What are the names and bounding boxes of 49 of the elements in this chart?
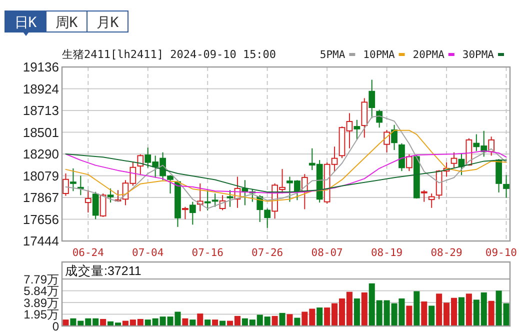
y-tick-label: 3.89万 [24, 296, 59, 310]
x-tick-label: 08-19 [370, 247, 403, 259]
y-tick-label: 18924 [22, 81, 59, 96]
y-tick-label: 18079 [22, 168, 59, 184]
x-tick-label: 07-16 [192, 247, 224, 259]
y-tick-label: 0 [52, 319, 60, 333]
bar [279, 312, 286, 326]
bar [421, 301, 428, 326]
bar [286, 314, 293, 326]
legend-label: 20PMA [412, 49, 446, 61]
y-tick-label: 17867 [22, 190, 59, 206]
x-tick-label: 07-26 [252, 247, 284, 259]
legend-label: 5PMA [320, 49, 346, 61]
bar [354, 298, 360, 326]
legend-label: 10PMA [363, 49, 396, 61]
candlestick [368, 79, 376, 119]
tab: 月K [86, 10, 128, 32]
text: 成交量:37211 [65, 263, 142, 278]
chart-title: 生猪2411[lh2411] 2024-09-10 15:00 [62, 48, 276, 61]
candlestick [503, 174, 510, 198]
bar [414, 291, 420, 326]
x-tick-label: 08-29 [430, 247, 462, 259]
candlestick [391, 124, 398, 150]
bar [197, 314, 204, 326]
candlestick [428, 192, 435, 208]
y-tick-label: 7.79万 [24, 272, 59, 286]
y-tick-label: 5.84万 [24, 284, 59, 298]
x-tick-label: 06-24 [72, 247, 104, 259]
bar [458, 297, 464, 326]
y-tick-label: 18501 [22, 124, 59, 140]
x-tick-label: 08-07 [311, 247, 343, 259]
y-tick-label: 18290 [22, 146, 59, 162]
tab: 周K [46, 10, 88, 32]
x-tick-label: 07-04 [132, 247, 164, 259]
bar [272, 316, 278, 326]
bar [466, 294, 472, 326]
y-tick-label: 1.95万 [24, 308, 59, 322]
bar [488, 300, 494, 326]
line-series [65, 130, 507, 202]
legend-label: 30PMA [462, 49, 495, 61]
x-tick-label: 09-10 [485, 247, 517, 259]
bar [428, 306, 435, 326]
bar [316, 308, 323, 326]
y-tick-label: 17656 [22, 212, 59, 227]
y-tick-label: 19136 [22, 60, 59, 75]
y-tick-label: 18713 [22, 103, 59, 118]
bar [361, 292, 368, 326]
y-tick-label: 17444 [22, 234, 59, 249]
bar [406, 306, 412, 326]
